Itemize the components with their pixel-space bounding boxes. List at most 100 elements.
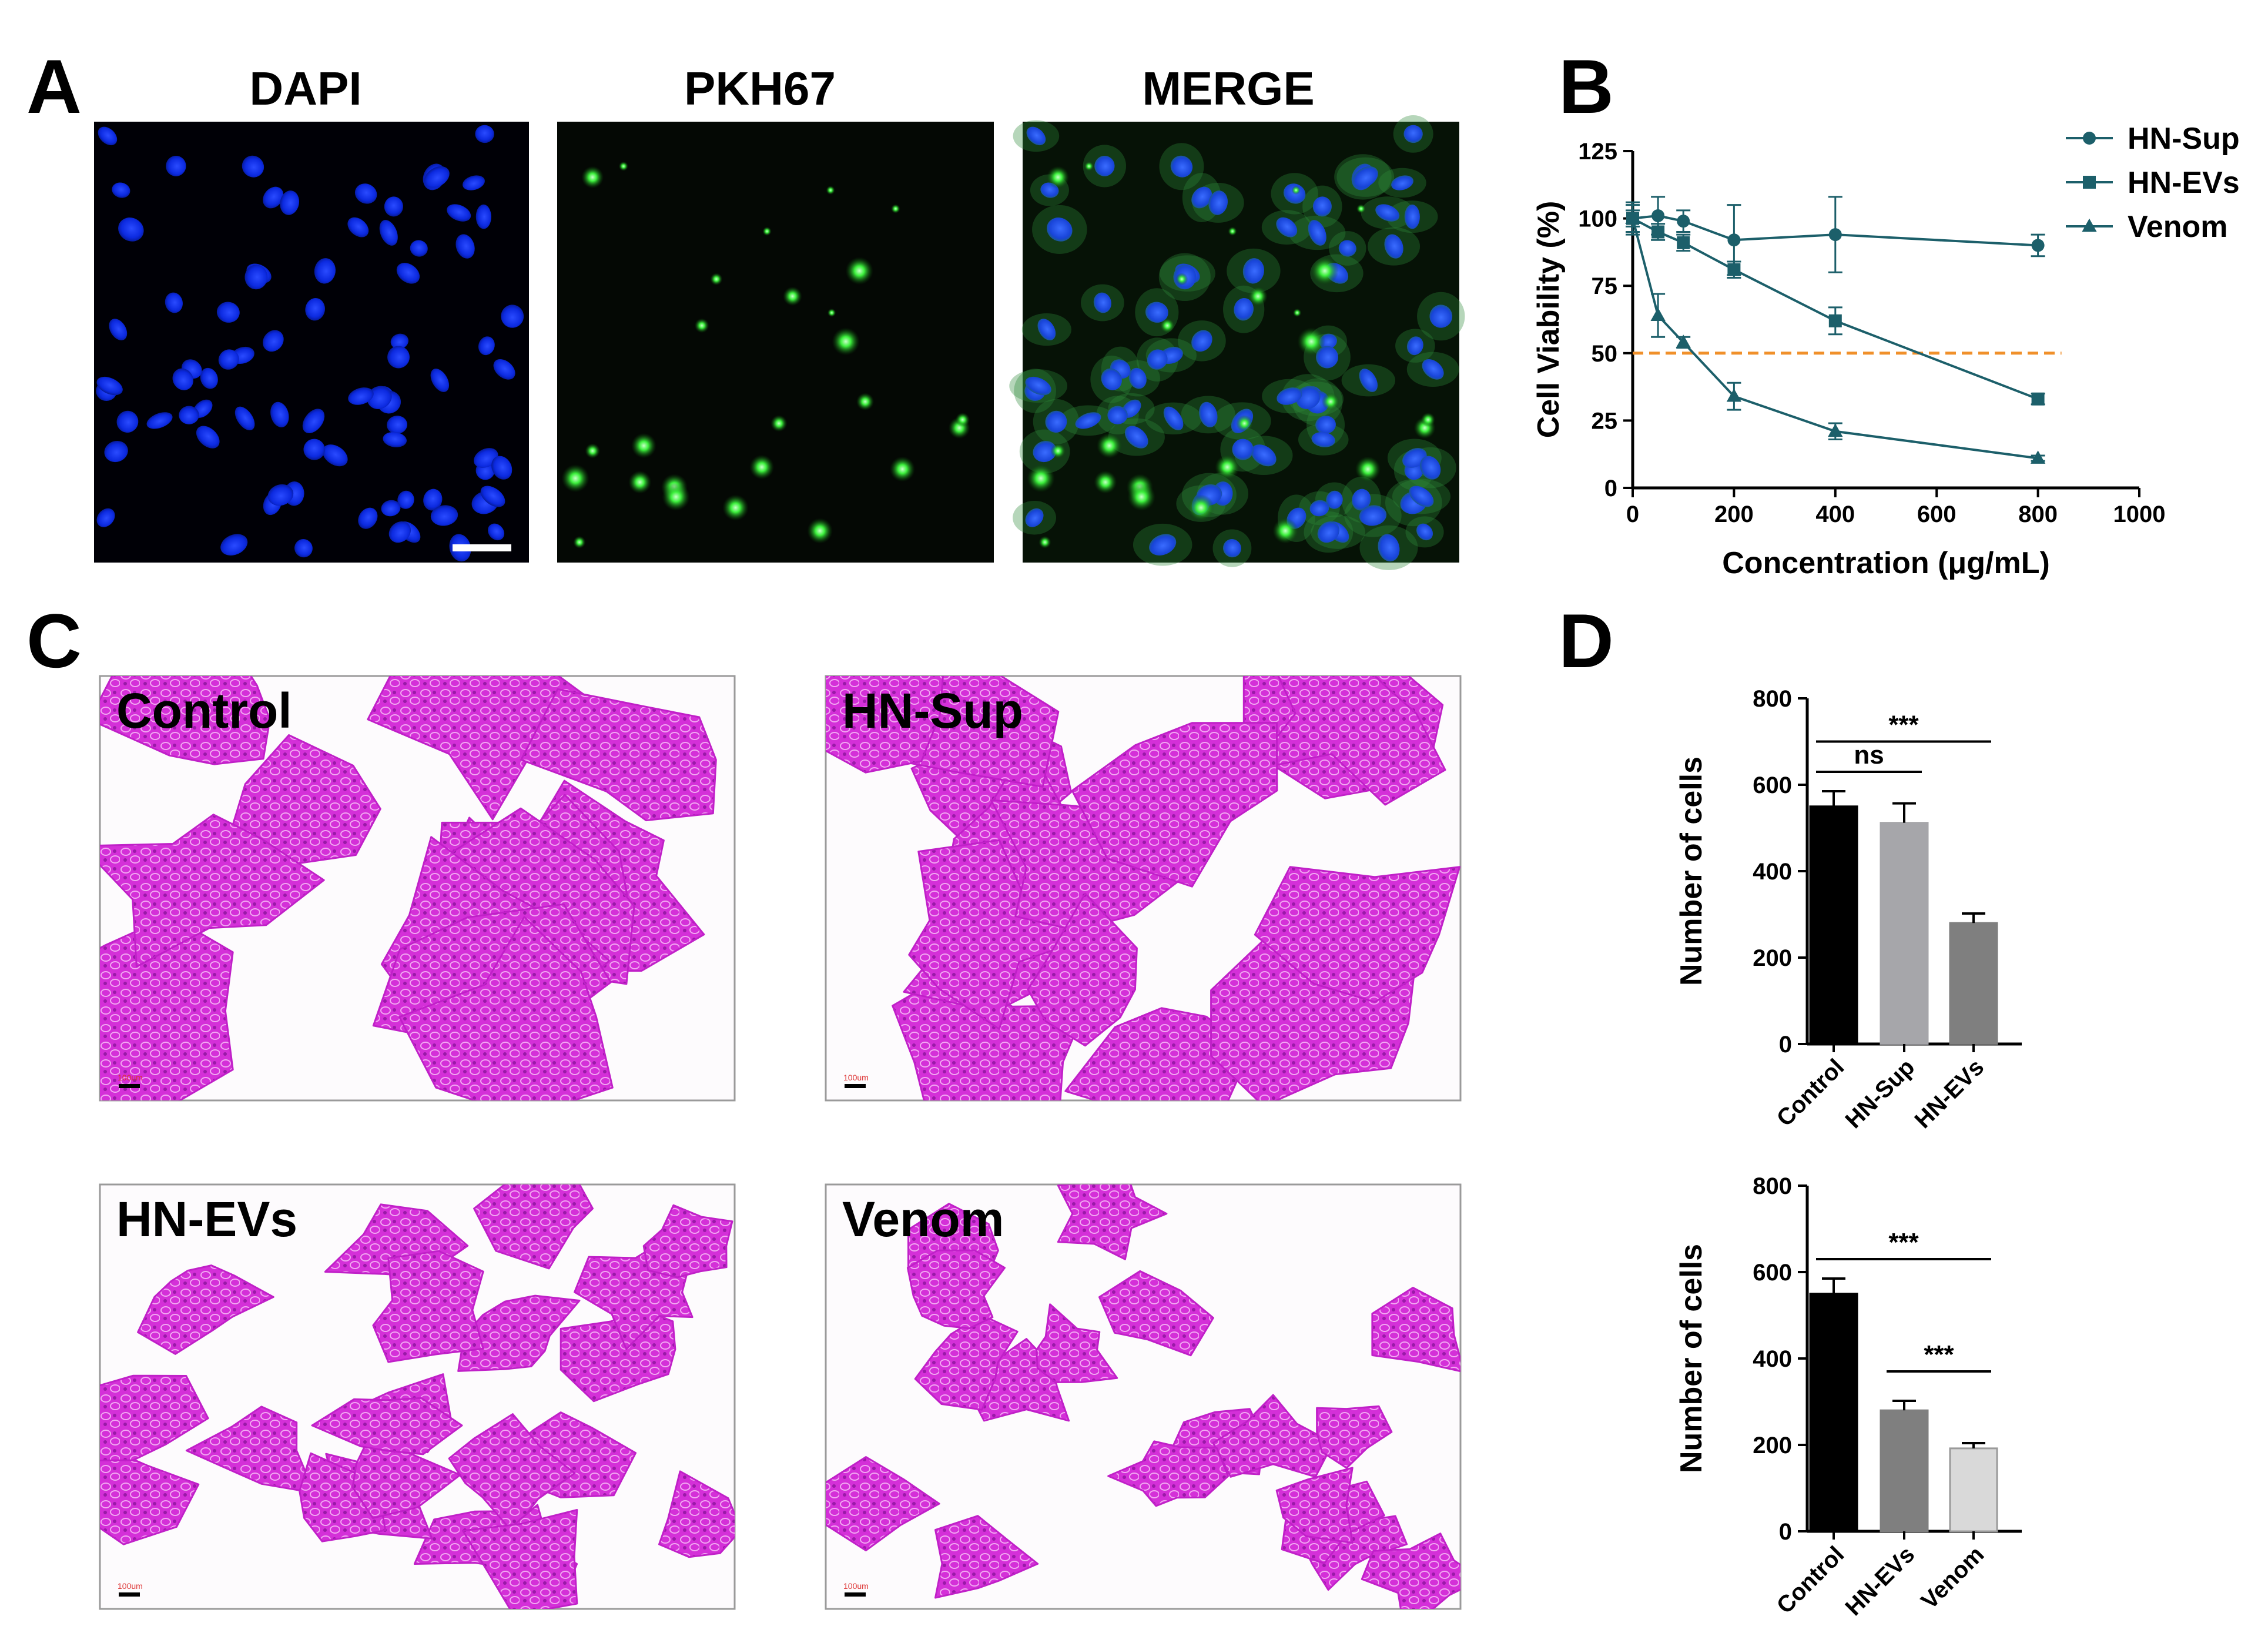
x-tick-label: Control [1772,1541,1850,1619]
nucleus [1308,220,1326,246]
vesicle [1272,518,1298,544]
x-tick-label: HN-Sup [1841,1054,1920,1133]
cell-cluster [1107,1440,1230,1507]
panel-letter-c: C [26,598,82,684]
significance-label: *** [1888,711,1919,739]
x-tick-label: 200 [1714,501,1754,527]
panel-b: B 0 25 50 75 100 125 0 200 400 600 800 1000 Concentr… [1532,43,2240,580]
nucleus [96,376,123,396]
legend-marker [2082,218,2097,232]
y-tick-label: 0 [1604,476,1617,501]
legend-marker [2083,132,2096,145]
nucleus [480,486,505,507]
legend: HN-Sup HN-EVs Venom [2066,122,2240,244]
nucleus [493,359,515,380]
y-tick-label: 75 [1592,273,1618,299]
vesicle [749,454,775,480]
nucleus [390,333,409,349]
nucleus [384,196,403,217]
dapi-nuclei [96,125,524,562]
bar-hn-sup [1880,822,1929,1045]
series-hn-sup [1626,196,2045,276]
cell-cluster [934,1515,1039,1599]
cell-cluster [227,734,381,865]
nucleus [116,410,139,433]
y-tick-label: 25 [1592,408,1618,434]
y-tick-label: 400 [1753,859,1792,885]
nucleus [488,523,505,541]
nucleus [270,401,289,427]
vesicle [1297,327,1325,356]
data-point [2030,450,2046,464]
nucleus [367,386,392,409]
y-tick-label: 200 [1753,1433,1792,1458]
pkh67-vesicles [561,161,970,549]
vesicle [1228,226,1237,236]
nucleus [1326,490,1343,509]
bar-chart-control-hnevs-venom: 0 200 400 600 800 Number of cells ControlHN-EV… [1674,1173,2022,1621]
panel-letter-d: D [1559,598,1614,684]
nucleus [216,302,240,323]
nucleus [263,330,284,352]
legend-marker [2083,176,2096,189]
nucleus [1234,298,1254,321]
y-tick-label: 800 [1753,1173,1792,1199]
x-tick-label: 0 [1626,501,1639,527]
y-tick-label: 100 [1578,206,1617,232]
micro-title-pkh67: PKH67 [684,62,836,115]
vesicle [1215,454,1240,480]
data-point [1650,307,1666,321]
vesicle [1127,483,1156,511]
nucleus [1163,406,1184,431]
stain-label-control: Control [116,683,292,738]
merge-vesicles [1027,161,1436,549]
cell-cluster [311,1397,463,1455]
stain-label-hn-sup: HN-Sup [842,683,1023,738]
legend-label: HN-Sup [2128,122,2240,156]
vesicle [770,414,788,432]
vesicle [1160,318,1175,333]
y-tick-label: 600 [1753,1260,1792,1286]
nucleus [1047,217,1073,242]
y-tick-label: 0 [1779,1032,1792,1058]
nucleus [263,186,284,209]
cell-cluster [826,676,944,774]
y-tick-label: 125 [1578,139,1617,165]
nucleus [104,440,128,463]
nucleus [1378,534,1400,562]
series-line [1632,218,2038,460]
x-tick-label: HN-EVs [1910,1054,1989,1133]
panel-a: A DAPI PKH67 MERGE [26,43,1465,570]
nucleus [388,521,411,543]
nucleus [1276,217,1298,237]
nucleus [475,125,494,143]
nucleus [1309,500,1329,517]
nucleus [1352,166,1378,188]
data-point [1651,225,1665,239]
nucleus [424,166,450,188]
vesicle [1047,166,1070,189]
significance-label: *** [1924,1340,1954,1369]
data-point [2031,239,2045,252]
nucleus [1094,155,1115,176]
nucleus [1232,439,1254,460]
nucleus [463,175,485,190]
cell-cluster [100,814,325,968]
vesicle [710,273,723,286]
nucleus [322,444,348,467]
x-tick-label: Control [1772,1054,1850,1132]
nucleus [200,367,218,389]
nucleus [1359,369,1378,392]
y-axis-title: Cell Viability (%) [1532,201,1566,439]
vesicle [618,161,629,171]
nucleus [1026,126,1046,146]
pkh67-image [557,122,994,563]
nucleus [1025,376,1051,396]
cell-cluster [1316,1405,1393,1469]
nucleus [354,183,377,204]
nucleus [387,346,410,369]
vesicle [561,464,589,493]
vesicle [955,412,970,427]
nucleus [305,298,325,321]
vesicle [581,166,604,189]
